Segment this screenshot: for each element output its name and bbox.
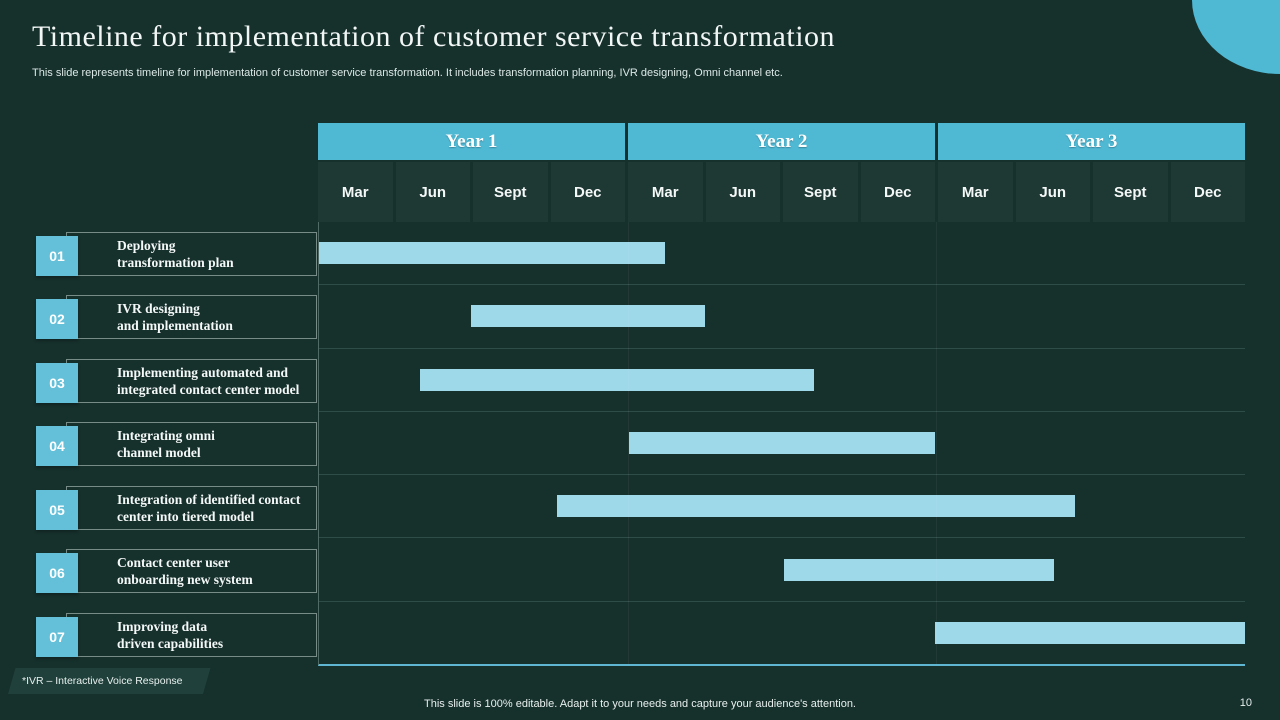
gantt-bar-04: [629, 431, 935, 454]
task-number-badge-02: 02: [36, 299, 78, 340]
month-cell-dec-y1: Dec: [550, 162, 625, 222]
task-label-07: Improving data driven capabilities: [66, 612, 317, 657]
year-header-cell-2: Year 2: [628, 123, 935, 160]
month-header-row: Mar Jun Sept Dec Mar Jun Sept Dec Mar Jun Sept Dec: [318, 162, 1245, 222]
task-row-03: Implementing automated and integrated co…: [36, 349, 317, 412]
gantt-bar-07: [934, 621, 1245, 644]
month-cell-dec-y3: Dec: [1170, 162, 1245, 222]
task-row-01: Deploying transformation plan 01: [36, 222, 317, 285]
gantt-bar-01: [319, 242, 665, 265]
task-number-badge-07: 07: [36, 616, 78, 657]
ivr-footnote: *IVR – Interactive Voice Response: [8, 668, 210, 694]
gantt-row-07: [319, 600, 1245, 664]
task-label-04: Integrating omni channel model: [66, 422, 317, 467]
task-row-02: IVR designing and implementation 02: [36, 285, 317, 348]
page-title: Timeline for implementation of customer …: [32, 20, 836, 53]
task-label-01: Deploying transformation plan: [66, 232, 317, 276]
task-label-03: Implementing automated and integrated co…: [66, 358, 317, 403]
year-header-row: Year 1 Year 2 Year 3: [318, 123, 1245, 160]
task-number-badge-03: 03: [36, 362, 78, 403]
month-cell-jun-y1: Jun: [395, 162, 470, 222]
month-cell-sept-y2: Sept: [783, 162, 858, 222]
gantt-row-06: [319, 537, 1245, 600]
year-header-cell-3: Year 3: [938, 123, 1245, 160]
task-row-06: Contact center user onboarding new syste…: [36, 539, 317, 602]
gantt-grid: [318, 222, 1245, 666]
month-cell-mar-y2: Mar: [628, 162, 703, 222]
task-label-02: IVR designing and implementation: [66, 295, 317, 340]
task-number-badge-04: 04: [36, 426, 78, 467]
task-number-badge-05: 05: [36, 489, 78, 530]
month-cell-dec-y2: Dec: [860, 162, 935, 222]
task-number-badge-01: 01: [36, 236, 78, 276]
month-cell-mar-y3: Mar: [938, 162, 1013, 222]
gantt-bar-06: [784, 558, 1054, 581]
page-subtitle: This slide represents timeline for imple…: [32, 67, 783, 79]
editable-note: This slide is 100% editable. Adapt it to…: [424, 698, 856, 710]
task-number-badge-06: 06: [36, 553, 78, 594]
corner-decoration-quarter-circle-icon: [1192, 0, 1280, 74]
month-cell-sept-y3: Sept: [1093, 162, 1168, 222]
page-number: 10: [1239, 697, 1252, 709]
gantt-bar-03: [420, 368, 815, 391]
gantt-row-05: [319, 474, 1245, 537]
year-header-cell-1: Year 1: [318, 123, 625, 160]
month-cell-jun-y3: Jun: [1015, 162, 1090, 222]
year-boundary-line-2: [936, 222, 938, 664]
year-boundary-line-1: [627, 222, 629, 664]
gantt-row-02: [319, 284, 1245, 347]
month-cell-sept-y1: Sept: [473, 162, 548, 222]
task-row-04: Integrating omni channel model 04: [36, 412, 317, 475]
task-row-07: Improving data driven capabilities 07: [36, 603, 317, 666]
task-list: Deploying transformation plan 01 IVR desig…: [36, 222, 317, 666]
gantt-row-01: [319, 222, 1245, 284]
gantt-row-04: [319, 410, 1245, 474]
task-label-05: Integration of identified contact center…: [66, 485, 317, 530]
month-cell-jun-y2: Jun: [705, 162, 780, 222]
task-label-06: Contact center user onboarding new syste…: [66, 549, 317, 594]
footnote-text: *IVR – Interactive Voice Response: [22, 675, 183, 687]
gantt-bar-02: [471, 305, 705, 328]
month-cell-mar-y1: Mar: [318, 162, 393, 222]
gantt-row-03: [319, 347, 1245, 411]
task-row-05: Integration of identified contact center…: [36, 476, 317, 539]
gantt-bar-05: [556, 495, 1076, 518]
